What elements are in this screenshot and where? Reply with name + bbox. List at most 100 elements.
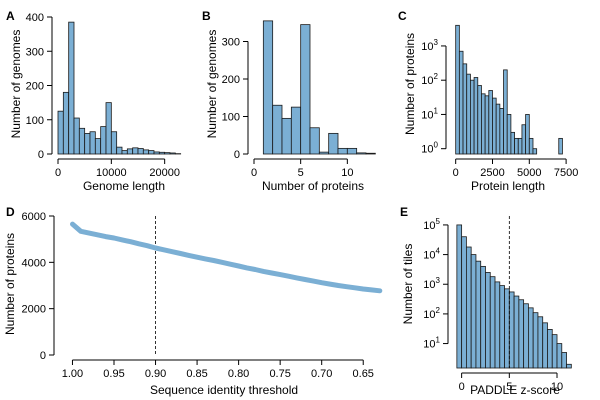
panel-d-x-tick-label: 0.65 (353, 368, 374, 380)
panel-d-x-tick-label: 0.95 (103, 368, 124, 380)
panel-c-bar (514, 137, 519, 155)
panel-c-y-tick-label: 102 (421, 72, 438, 87)
panel-c-bar (528, 137, 534, 155)
panel-c-bars (455, 24, 563, 155)
panel-e-xlabel: PADDLE z-score (470, 383, 560, 397)
panel-c-bar (455, 24, 460, 155)
panel-a-letter: A (6, 9, 15, 23)
panel-e-bar (566, 363, 572, 369)
panel-b-ylabel: Number of genomes (205, 30, 219, 139)
panel-d-y-tick-label: 2000 (22, 304, 46, 316)
panel-c-bar (532, 148, 538, 155)
panel-c-ylabel: Number of proteins (403, 33, 417, 135)
panel-a-bar (105, 102, 112, 155)
panel-d-series (70, 221, 383, 294)
panel-a-y-tick-label: 300 (26, 46, 44, 58)
panel-c-bar (470, 79, 475, 155)
panel-d-axes: 1.00 0.95 0.90 0.85 0.80 0.75 0.70 0.65 0 2000 400… (22, 211, 374, 380)
panel-c-bar (466, 73, 471, 155)
panel-e-bar (456, 224, 463, 369)
panel-e-bar (537, 316, 544, 369)
panel-b-x-tick-label: 0 (251, 167, 257, 179)
panel-e-y-tick-label: 104 (423, 247, 440, 262)
panel-b-bars (262, 20, 376, 155)
panel-c-x-tick-label: 0 (453, 167, 459, 179)
panel-d-x-tick-label: 0.80 (228, 368, 249, 380)
panel-c-bar (499, 108, 504, 155)
panel-b-bar (272, 104, 283, 155)
panel-d-ylabel: Number of proteins (3, 233, 17, 335)
panel-b-bar (281, 117, 292, 155)
panel-e-bar (470, 254, 477, 369)
panel-b-x-tick-label: 5 (298, 167, 304, 179)
panel-c-y-tick-label: 100 (421, 141, 438, 156)
panel-a-xlabel: Genome length (83, 179, 165, 193)
panel-c-bar (558, 137, 563, 155)
panel-e-bar (508, 291, 515, 369)
panel-d-x-tick-label: 0.90 (145, 368, 166, 380)
panel-e-bar (461, 236, 467, 369)
panel-a-bar (142, 149, 150, 155)
panel-a-bar (137, 148, 144, 155)
panel-b-bar (365, 152, 376, 155)
panel-e-letter: E (400, 205, 408, 219)
panel-b-bar (346, 147, 358, 155)
panel-a-bar (132, 147, 139, 155)
panel-c-bar (510, 131, 515, 155)
panel-a-bar (153, 151, 160, 155)
panel-c: C 0 2500 5000 7500 100 101 102 103 Protein leng… (398, 9, 578, 193)
panel-c-letter: C (398, 9, 407, 23)
panel-c-bar (503, 69, 508, 155)
panel-e: E 0 5 10 101 102 103 104 105 PADDLE z-score Num… (400, 205, 572, 397)
panel-b-bar (318, 151, 330, 155)
panel-c-x-tick-label: 2500 (480, 167, 504, 179)
panel-a-bar (89, 131, 96, 155)
panel-c-x-tick-label: 7500 (554, 167, 578, 179)
panel-c-axes: 0 2500 5000 7500 100 101 102 103 (421, 38, 578, 179)
panel-a-bars (57, 21, 182, 155)
panel-a-y-tick-label: 400 (26, 12, 44, 24)
panel-c-y-tick-label: 101 (421, 106, 438, 121)
panel-e-y-tick-label: 105 (423, 217, 440, 232)
panel-e-bar (480, 265, 486, 369)
panel-b-y-tick-label: 200 (222, 74, 240, 86)
panel-e-bar (532, 312, 539, 369)
panel-a-bar (62, 91, 70, 155)
panel-a: A 0 10000 20000 0 100 200 300 400 Genome length… (6, 9, 182, 193)
panel-a-bar (94, 138, 102, 155)
panel-b-y-tick-label: 0 (234, 149, 240, 161)
panel-b-bar (290, 106, 302, 155)
panel-e-y-tick-label: 103 (423, 276, 440, 291)
panel-e-bar (485, 272, 491, 369)
panel-c-bar (484, 95, 490, 155)
panel-c-bar (481, 93, 486, 155)
panel-e-bar (494, 281, 501, 369)
panel-a-bar (57, 110, 64, 155)
panel-e-bar (561, 352, 567, 369)
panel-a-ylabel: Number of genomes (9, 30, 23, 139)
panel-d-x-tick-label: 0.70 (311, 368, 332, 380)
panel-b-y-tick-label: 300 (222, 37, 240, 49)
panel-d-y-tick-label: 6000 (22, 211, 46, 223)
panel-e-bar (551, 334, 558, 369)
panel-e-bar (475, 260, 482, 369)
panel-c-xlabel: Protein length (471, 179, 545, 193)
panel-e-x-tick-label: 5 (506, 381, 512, 393)
panel-c-bar (495, 103, 501, 155)
panel-e-axes: 0 5 10 101 102 103 104 105 (423, 217, 563, 393)
panel-a-bar (116, 146, 123, 155)
panel-b-bar (300, 24, 311, 155)
panel-a-y-tick-label: 0 (38, 149, 44, 161)
panel-e-bar (523, 303, 529, 369)
panel-a-bar (73, 117, 80, 155)
panel-c-bar (473, 77, 479, 155)
panel-a-bar (84, 133, 91, 155)
panel-e-bar (518, 299, 525, 369)
panel-e-x-tick-label: 0 (459, 381, 465, 393)
panel-e-ylabel: Number of tiles (401, 244, 415, 325)
panel-e-bar (556, 343, 563, 369)
panel-b-xlabel: Number of proteins (262, 179, 364, 193)
